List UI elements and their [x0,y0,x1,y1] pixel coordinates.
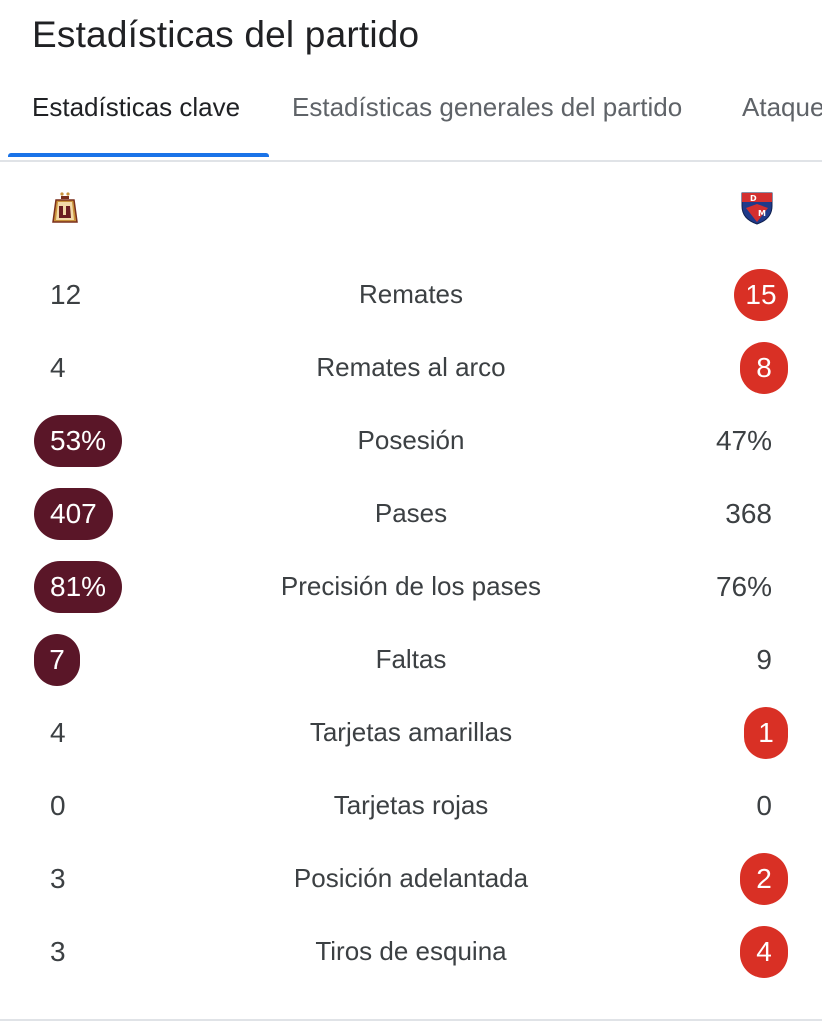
stat-row-precision-pases: 81% Precisión de los pases 76% [0,557,822,617]
stat-label-remates: Remates [358,279,464,309]
stat-row-tarjetas-rojas: 0 Tarjetas rojas 0 [0,776,822,836]
away-remates-al-arco-value: 8 [740,342,788,394]
away-tarjetas-rojas-value: 0 [756,790,772,821]
svg-text:M: M [758,209,766,218]
bottom-divider [0,1019,822,1021]
tab-estadisticas-clave[interactable]: Estadísticas clave [32,92,241,122]
stat-label-tarjetas-rojas: Tarjetas rojas [333,790,489,820]
away-tarjetas-amarillas-value: 1 [744,707,788,759]
stat-label-posesion: Posesión [357,425,465,455]
home-faltas-value: 7 [34,634,80,686]
home-remates-al-arco-value: 4 [50,352,66,383]
home-tarjetas-rojas-value: 0 [50,790,66,821]
away-remates-value: 15 [734,269,788,321]
stat-label-tiros-de-esquina: Tiros de esquina [315,936,507,966]
stat-row-remates-al-arco: 4 Remates al arco 8 [0,338,822,398]
stat-label-precision-pases: Precisión de los pases [280,571,542,601]
stat-label-remates-al-arco: Remates al arco [316,352,506,382]
stat-row-posicion-adelantada: 3 Posición adelantada 2 [0,849,822,909]
away-faltas-value: 9 [756,644,772,675]
home-remates-value: 12 [50,279,82,310]
active-tab-indicator [8,153,269,157]
page-title: Estadísticas del partido [32,14,420,55]
stat-row-pases: 407 Pases 368 [0,484,822,544]
stat-row-faltas: 7 Faltas 9 [0,630,822,690]
home-precision-pases-value: 81% [34,561,123,613]
home-posesion-value: 53% [34,415,123,467]
stat-label-pases: Pases [374,498,448,528]
tab-ataque[interactable]: Ataque [742,92,822,122]
stat-row-tarjetas-amarillas: 4 Tarjetas amarillas 1 [0,703,822,763]
stat-label-tarjetas-amarillas: Tarjetas amarillas [309,717,513,747]
home-tarjetas-amarillas-value: 4 [50,717,66,748]
svg-text:D: D [750,194,757,203]
medellin-crest-icon: D M [737,188,777,231]
away-tiros-de-esquina-value: 4 [740,926,788,978]
home-posicion-adelantada-value: 3 [50,863,66,894]
home-tiros-de-esquina-value: 3 [50,936,66,967]
home-pases-value: 407 [34,488,113,540]
away-posesion-value: 47% [715,425,772,456]
tab-estadisticas-generales[interactable]: Estadísticas generales del partido [292,92,683,122]
stat-row-remates: 12 Remates 15 [0,265,822,325]
stat-label-faltas: Faltas [375,644,447,674]
away-pases-value: 368 [725,498,772,529]
away-precision-pases-value: 76% [715,571,772,602]
stat-label-posicion-adelantada: Posición adelantada [293,863,529,893]
stat-row-tiros-de-esquina: 3 Tiros de esquina 4 [0,922,822,982]
stat-row-posesion: 53% Posesión 47% [0,411,822,471]
away-posicion-adelantada-value: 2 [740,853,788,905]
tolima-crest-icon [50,188,80,231]
tab-bar: Estadísticas clave Estadísticas generale… [0,78,822,162]
